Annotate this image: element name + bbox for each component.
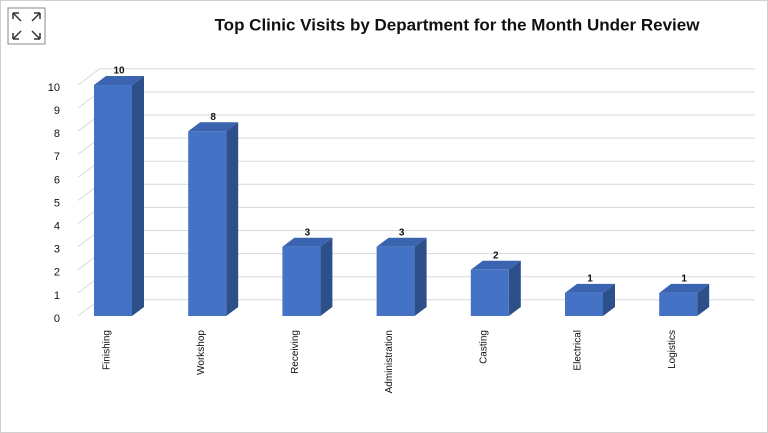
x-tick-label: Casting (478, 330, 489, 364)
y-tick-label: 1 (54, 290, 60, 302)
bar (188, 122, 239, 316)
chart-title: Top Clinic Visits by Department for the … (215, 15, 701, 34)
bar (376, 237, 427, 316)
y-tick-label: 8 (54, 128, 60, 140)
y-tick-label: 9 (54, 105, 60, 117)
bar (659, 283, 710, 316)
data-label: 2 (493, 250, 499, 261)
y-tick-label: 5 (54, 197, 60, 209)
x-tick-label: Receiving (290, 330, 301, 374)
y-tick-label: 2 (54, 267, 60, 279)
y-tick-label: 0 (54, 313, 60, 325)
data-label: 3 (399, 227, 405, 238)
x-tick-label: Logistics (667, 330, 678, 369)
y-tick-label: 6 (54, 174, 60, 186)
expand-icon[interactable] (7, 7, 46, 45)
x-tick-label: Administration (384, 330, 395, 393)
x-tick-label: Finishing (102, 330, 113, 370)
bar (470, 260, 521, 316)
grid-line (77, 68, 755, 86)
data-label: 1 (587, 274, 593, 285)
bar (565, 283, 615, 316)
data-label: 10 (113, 66, 125, 77)
x-tick-label: Workshop (196, 330, 207, 375)
data-label: 1 (681, 274, 687, 285)
x-tick-label: Electrical (573, 330, 584, 371)
y-tick-label: 7 (54, 151, 60, 163)
y-tick-label: 3 (54, 244, 60, 256)
y-tick-label: 10 (48, 82, 60, 94)
data-label: 3 (305, 227, 311, 238)
bar (94, 76, 144, 316)
data-label: 8 (210, 112, 216, 123)
y-tick-label: 4 (54, 221, 60, 233)
bar (282, 237, 333, 316)
